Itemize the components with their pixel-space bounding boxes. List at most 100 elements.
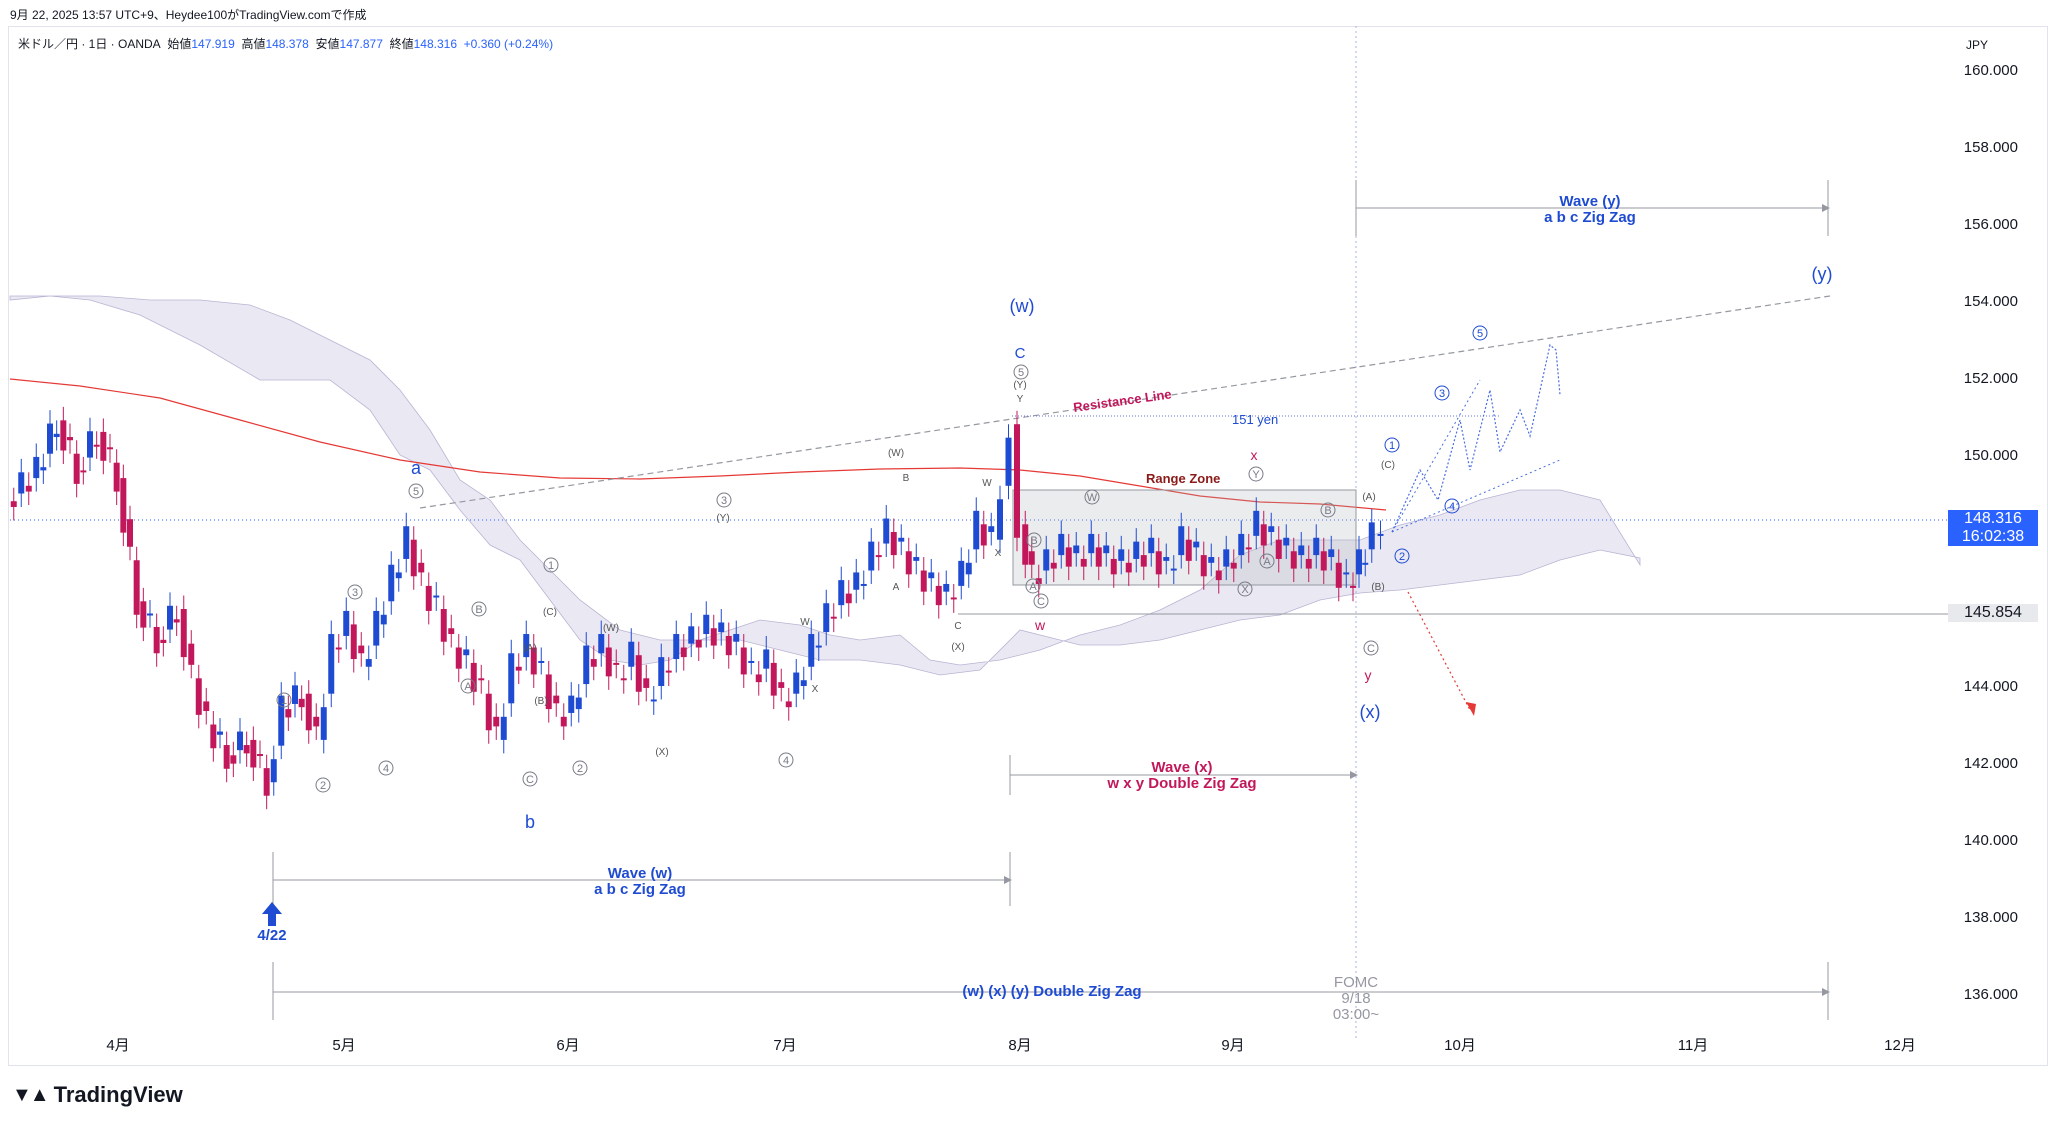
candle-body — [263, 768, 270, 796]
candle-body — [1208, 557, 1215, 563]
candle-body — [1095, 547, 1102, 567]
time-axis-label: 12月 — [1884, 1037, 1916, 1054]
candle-body — [418, 562, 425, 573]
candle-body — [920, 570, 927, 592]
candle-body — [740, 647, 747, 675]
wave-x-small-label: x — [1251, 447, 1258, 463]
arrow-x-tip — [1350, 771, 1358, 779]
count-marker: 5 — [408, 483, 424, 499]
candle-body — [373, 610, 380, 646]
candle-body — [1215, 570, 1222, 581]
count-label: (B) — [534, 696, 547, 707]
candle-body — [73, 453, 80, 484]
svg-text:X: X — [1241, 584, 1249, 596]
wave-w-subtitle: a b c Zig Zag — [594, 881, 686, 898]
svg-text:4: 4 — [1449, 501, 1455, 513]
candle-body — [328, 634, 335, 694]
candle-body — [1125, 562, 1132, 573]
wave-w-major-label: (w) — [1010, 296, 1035, 316]
svg-text:3: 3 — [721, 495, 727, 507]
symbol-name[interactable]: 米ドル／円 · 1日 · OANDA — [18, 37, 161, 51]
candle-body — [278, 695, 285, 746]
ichimoku-cloud — [9, 295, 1641, 676]
wave-w-title: Wave (w) — [608, 865, 672, 882]
candle-body — [433, 595, 440, 598]
tradingview-logo[interactable]: ▼▲ TradingView — [12, 1082, 183, 1108]
candle-body — [913, 557, 920, 561]
candle-body — [703, 614, 710, 635]
candle-body — [1275, 539, 1282, 559]
svg-text:1: 1 — [1389, 440, 1395, 452]
time-axis-label: 6月 — [556, 1037, 579, 1054]
candle-body — [673, 634, 680, 660]
candlestick-series — [10, 406, 1384, 810]
candle-body — [1193, 541, 1200, 548]
count-marker: 4 — [778, 752, 794, 768]
candle-body — [1290, 551, 1297, 569]
count-marker: Y — [1248, 466, 1264, 482]
candle-body — [33, 456, 40, 479]
candle-body — [980, 524, 987, 546]
count-label: (W) — [888, 448, 904, 459]
count-label: (X) — [951, 642, 964, 653]
svg-text:2: 2 — [320, 780, 326, 792]
candle-body — [1238, 533, 1245, 556]
symbol-legend[interactable]: 米ドル／円 · 1日 · OANDA 始値147.919 高値148.378 安… — [18, 35, 553, 52]
svg-text:1: 1 — [281, 695, 287, 707]
wave-x-subtitle: w x y Double Zig Zag — [1106, 775, 1256, 792]
arrow-overall-tip — [1822, 988, 1830, 996]
price-axis-label: 158.000 — [1964, 139, 2018, 156]
candle-body — [305, 693, 312, 731]
candle-body — [1073, 545, 1080, 554]
candle-body — [695, 639, 702, 648]
currency-selector[interactable]: JPY — [1966, 38, 1989, 52]
count-label: (Y) — [1013, 380, 1026, 391]
candle-body — [1110, 558, 1117, 575]
candle-body — [237, 731, 243, 751]
count-marker: 1 — [276, 692, 292, 708]
count-marker: C — [1363, 640, 1379, 656]
time-axis-label: 5月 — [332, 1037, 355, 1054]
count-marker: 3 — [347, 584, 363, 600]
candle-body — [590, 659, 597, 667]
time-axis-label: 4月 — [106, 1037, 129, 1054]
wave-a-label: a — [411, 458, 422, 478]
candle-body — [988, 526, 995, 532]
count-marker: C — [522, 771, 538, 787]
count-marker: 5 — [1013, 364, 1029, 380]
candle-body — [365, 659, 372, 667]
candle-body — [997, 499, 1003, 540]
projection-zigzag — [1391, 343, 1561, 533]
overall-label: (w) (x) (y) Double Zig Zag — [962, 983, 1141, 1000]
price-chart[interactable]: Wave (w) a b c Zig Zag Wave (x) w x y Do… — [0, 0, 2048, 1075]
level-price-tag: 145.854 — [1948, 604, 2038, 622]
candle-body — [538, 660, 545, 663]
candle-body — [173, 619, 180, 623]
time-axis-label: 11月 — [1678, 1037, 1709, 1054]
candle-body — [958, 560, 965, 586]
candle-body — [448, 628, 455, 635]
svg-text:A: A — [1263, 556, 1271, 568]
candle-body — [140, 601, 147, 628]
wave-y-title: Wave (y) — [1559, 193, 1620, 210]
candle-body — [1133, 541, 1140, 559]
candle-body — [1028, 551, 1035, 565]
candle-body — [93, 444, 100, 447]
candle-body — [845, 593, 852, 604]
count-label: (Y) — [716, 513, 729, 524]
count-marker: 4 — [1444, 498, 1460, 514]
fomc-time-label: 03:00~ — [1333, 1006, 1380, 1023]
count-marker: 3 — [716, 492, 732, 508]
candle-body — [875, 555, 882, 558]
count-label: (A) — [1362, 492, 1375, 503]
candle-body — [1283, 537, 1290, 546]
count-label: (W) — [603, 623, 619, 634]
candle-body — [485, 693, 492, 731]
candle-body — [808, 634, 815, 667]
candle-body — [800, 680, 807, 686]
candle-body — [1328, 549, 1335, 558]
time-axis[interactable]: 4月 5月 6月 7月 8月 9月 10月 11月 12月 — [106, 1037, 1916, 1054]
candle-body — [560, 716, 567, 727]
candle-body — [320, 707, 327, 740]
candle-body — [1377, 533, 1384, 536]
